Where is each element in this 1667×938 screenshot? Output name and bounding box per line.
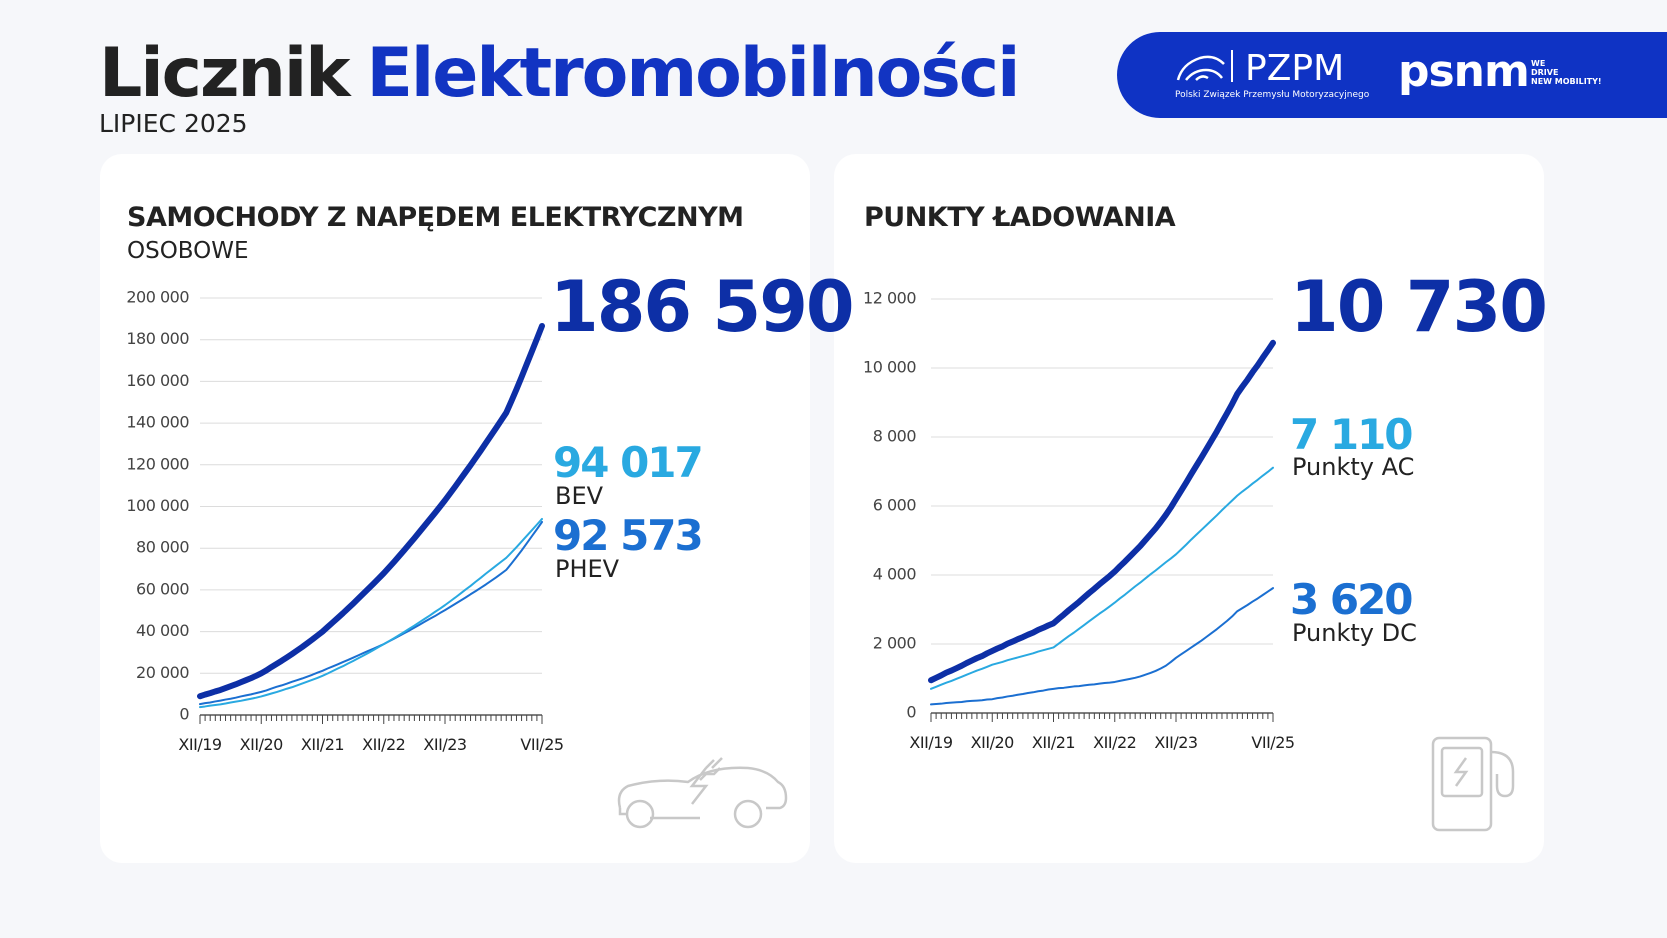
y-tick-label: 0 — [179, 705, 189, 724]
y-tick-label: 2 000 — [873, 634, 917, 653]
card — [834, 154, 1544, 863]
x-tick-label: XII/20 — [971, 733, 1014, 752]
legend-label: PHEV — [555, 555, 620, 583]
y-tick-label: 6 000 — [873, 496, 917, 515]
y-tick-label: 180 000 — [126, 329, 189, 348]
y-tick-label: 12 000 — [863, 289, 916, 308]
x-tick-label: XII/23 — [1154, 733, 1197, 752]
y-tick-label: 0 — [906, 703, 916, 722]
series-end-label: 92 573 — [553, 511, 702, 560]
series-end-label: 7 110 — [1290, 410, 1412, 459]
psnm-logo: psnm — [1398, 46, 1529, 97]
y-tick-label: 80 000 — [136, 538, 189, 557]
psnm-tagline: NEW MOBILITY! — [1531, 77, 1602, 86]
title-part: Elektromobilności — [366, 34, 1018, 113]
x-tick-label: XII/22 — [362, 735, 405, 754]
series-end-label: 94 017 — [553, 438, 702, 487]
pzpm-icon — [1176, 55, 1225, 81]
title-part: Licznik — [99, 34, 352, 113]
logo-banner — [1117, 32, 1667, 118]
x-tick-label: XII/20 — [240, 735, 283, 754]
series-line — [199, 520, 543, 706]
x-tick-label: XII/23 — [423, 735, 466, 754]
legend-label: Punkty AC — [1292, 453, 1414, 481]
y-tick-label: 40 000 — [136, 621, 189, 640]
x-tick-label: XII/19 — [178, 735, 221, 754]
x-tick-label: VII/25 — [520, 735, 563, 754]
pzpm-caption: Polski Związek Przemysłu Motoryzacyjnego — [1175, 90, 1370, 100]
title: Licznik Elektromobilności — [99, 34, 1018, 113]
charger-icon — [1431, 736, 1515, 832]
chart-title: SAMOCHODY Z NAPĘDEM ELEKTRYCZNYM — [127, 202, 744, 233]
x-tick-label: XII/19 — [909, 733, 952, 752]
legend-label: BEV — [555, 482, 604, 510]
series-line — [930, 466, 1274, 690]
y-tick-label: 200 000 — [126, 288, 189, 307]
series-line — [928, 339, 1276, 684]
chart-title: PUNKTY ŁADOWANIA — [864, 202, 1176, 233]
y-tick-label: 140 000 — [126, 413, 189, 432]
y-tick-label: 120 000 — [126, 454, 189, 473]
y-tick-label: 10 000 — [863, 358, 916, 377]
y-tick-label: 20 000 — [136, 663, 189, 682]
car-icon — [617, 757, 788, 829]
y-tick-label: 8 000 — [873, 427, 917, 446]
series-end-label: 186 590 — [550, 266, 853, 348]
series-end-label: 3 620 — [1290, 575, 1412, 624]
series-line — [930, 587, 1274, 706]
subtitle: LIPIEC 2025 — [99, 109, 248, 138]
psnm-tagline: WE — [1531, 59, 1545, 68]
x-tick-label: XII/21 — [1032, 733, 1075, 752]
psnm-tagline: DRIVE — [1531, 68, 1558, 77]
y-tick-label: 160 000 — [126, 371, 189, 390]
pzpm-logo: PZPM — [1245, 48, 1344, 89]
y-tick-label: 4 000 — [873, 565, 917, 584]
y-tick-label: 60 000 — [136, 579, 189, 598]
legend-label: Punkty DC — [1292, 619, 1417, 647]
y-tick-label: 100 000 — [126, 496, 189, 515]
series-line — [199, 517, 543, 709]
x-tick-label: XII/21 — [301, 735, 344, 754]
x-tick-label: XII/22 — [1093, 733, 1136, 752]
series-end-label: 10 730 — [1290, 266, 1546, 348]
chart-subtitle: OSOBOWE — [127, 238, 249, 264]
series-line — [197, 322, 545, 700]
x-tick-label: VII/25 — [1251, 733, 1294, 752]
